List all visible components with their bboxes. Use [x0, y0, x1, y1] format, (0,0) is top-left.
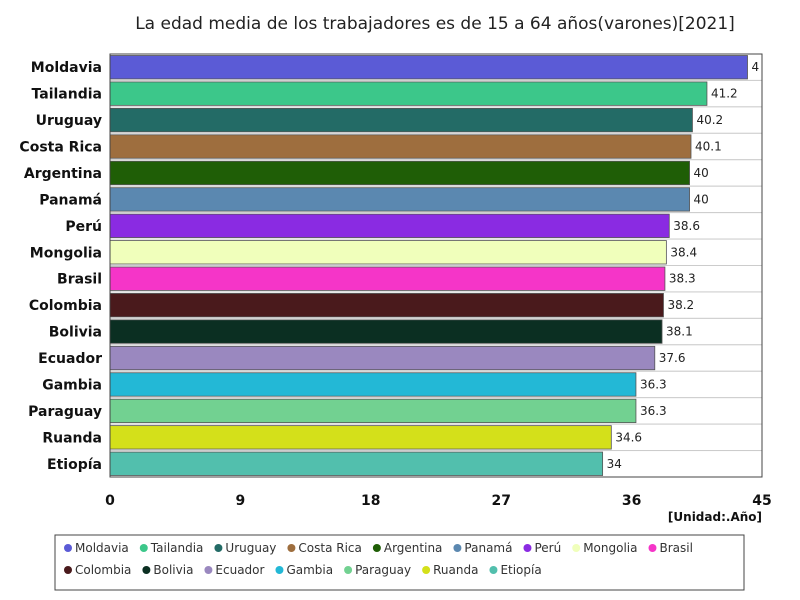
category-label: Ecuador [38, 351, 102, 367]
legend-entry[interactable]: Ecuador [215, 563, 264, 577]
category-label: Perú [65, 219, 102, 235]
bar-0[interactable] [109, 55, 748, 80]
legend-box [54, 534, 745, 591]
legend-marker [204, 566, 213, 574]
legend-marker [422, 566, 431, 574]
value-label: 34 [607, 457, 622, 471]
legend-entry[interactable]: Gambia [286, 563, 333, 577]
legend-entry[interactable]: Moldavia [75, 541, 129, 555]
bar-13[interactable] [109, 398, 637, 424]
bar-6[interactable] [109, 213, 670, 238]
legend-marker [372, 544, 381, 552]
legend-entry[interactable]: Bolivia [153, 563, 193, 577]
category-label: Panamá [39, 192, 102, 208]
legend-entry[interactable]: Etiopía [500, 563, 541, 577]
value-label: 34.6 [615, 430, 642, 444]
legend-entry[interactable]: Ruanda [433, 563, 478, 577]
category-label: Etiopía [47, 457, 102, 473]
bar-11[interactable] [109, 345, 656, 371]
category-label: Paraguay [28, 404, 102, 420]
legend-entry[interactable]: Uruguay [225, 541, 276, 555]
legend-marker [275, 566, 284, 574]
value-label: 38.2 [667, 298, 694, 312]
chart-title: La edad media de los trabajadores es de … [135, 14, 735, 34]
bar-2[interactable] [109, 107, 693, 133]
legend-entry[interactable]: Perú [534, 541, 561, 555]
bar-5[interactable] [109, 187, 690, 212]
plot-border [109, 53, 763, 478]
category-label: Tailandia [32, 87, 102, 103]
legend-entry[interactable]: Argentina [384, 541, 443, 555]
category-label: Ruanda [42, 430, 102, 446]
value-label: 36.3 [640, 404, 667, 418]
legend-marker [572, 544, 581, 552]
legend: Moldavia Tailandia Uruguay Costa Rica Argent… [64, 541, 693, 577]
legend-marker [139, 544, 148, 552]
legend-entry[interactable]: Panamá [464, 541, 512, 555]
legend-marker [648, 544, 657, 552]
value-label: 36.3 [640, 377, 667, 391]
value-label: 4 [752, 60, 760, 74]
legend-marker [453, 544, 462, 552]
bar-14[interactable] [109, 425, 612, 450]
category-label: Costa Rica [19, 140, 102, 156]
value-label: 37.6 [659, 351, 686, 365]
value-label: 40 [694, 166, 709, 180]
legend-marker [214, 544, 223, 552]
bar-12[interactable] [109, 372, 637, 397]
category-label: Gambia [42, 377, 102, 393]
legend-entry[interactable]: Paraguay [355, 563, 411, 577]
legend-marker [489, 566, 498, 574]
legend-marker [64, 566, 72, 574]
bars-group: Moldavia 4 Tailandia 41.2 Uruguay 40.2 Costa R… [19, 53, 763, 478]
bar-15[interactable] [109, 451, 604, 476]
legend-entry[interactable]: Tailandia [150, 541, 204, 555]
bar-4[interactable] [109, 160, 690, 186]
category-label: Argentina [24, 166, 102, 182]
x-tick-label: 27 [491, 493, 510, 509]
value-label: 38.4 [670, 245, 697, 259]
legend-entry[interactable]: Brasil [659, 541, 692, 555]
value-label: 38.3 [669, 272, 696, 286]
category-label: Mongolia [30, 245, 102, 261]
category-label: Bolivia [49, 325, 102, 341]
bar-10[interactable] [109, 319, 663, 344]
legend-marker [64, 544, 72, 552]
bar-8[interactable] [109, 266, 666, 291]
legend-entry[interactable]: Mongolia [583, 541, 637, 555]
legend-entry[interactable]: Colombia [75, 563, 131, 577]
value-label: 38.1 [666, 325, 693, 339]
x-tick-label: 18 [361, 493, 380, 509]
bar-7[interactable] [109, 240, 667, 265]
legend-marker [344, 566, 353, 574]
legend-marker [287, 544, 296, 552]
x-tick-label: 36 [622, 493, 641, 509]
value-label: 40.2 [696, 113, 723, 127]
value-label: 40.1 [695, 140, 722, 154]
x-tick-label: 0 [105, 493, 115, 509]
bar-3[interactable] [109, 134, 692, 159]
category-label: Brasil [57, 272, 102, 288]
category-label: Uruguay [36, 113, 102, 129]
x-tick-label: 45 [752, 493, 771, 509]
x-tick-label: 9 [236, 493, 246, 509]
legend-entry[interactable]: Costa Rica [298, 541, 361, 555]
value-label: 41.2 [711, 87, 738, 101]
category-label: Moldavia [31, 60, 102, 76]
x-axis: 0 9 18 27 36 45 [105, 493, 772, 509]
value-label: 40 [694, 192, 709, 206]
legend-marker [142, 566, 151, 574]
legend-marker [523, 544, 532, 552]
bar-1[interactable] [109, 81, 708, 106]
unit-label: [Unidad:.Año] [668, 510, 762, 524]
value-label: 38.6 [673, 219, 700, 233]
bar-9[interactable] [109, 293, 664, 318]
category-label: Colombia [29, 298, 102, 314]
